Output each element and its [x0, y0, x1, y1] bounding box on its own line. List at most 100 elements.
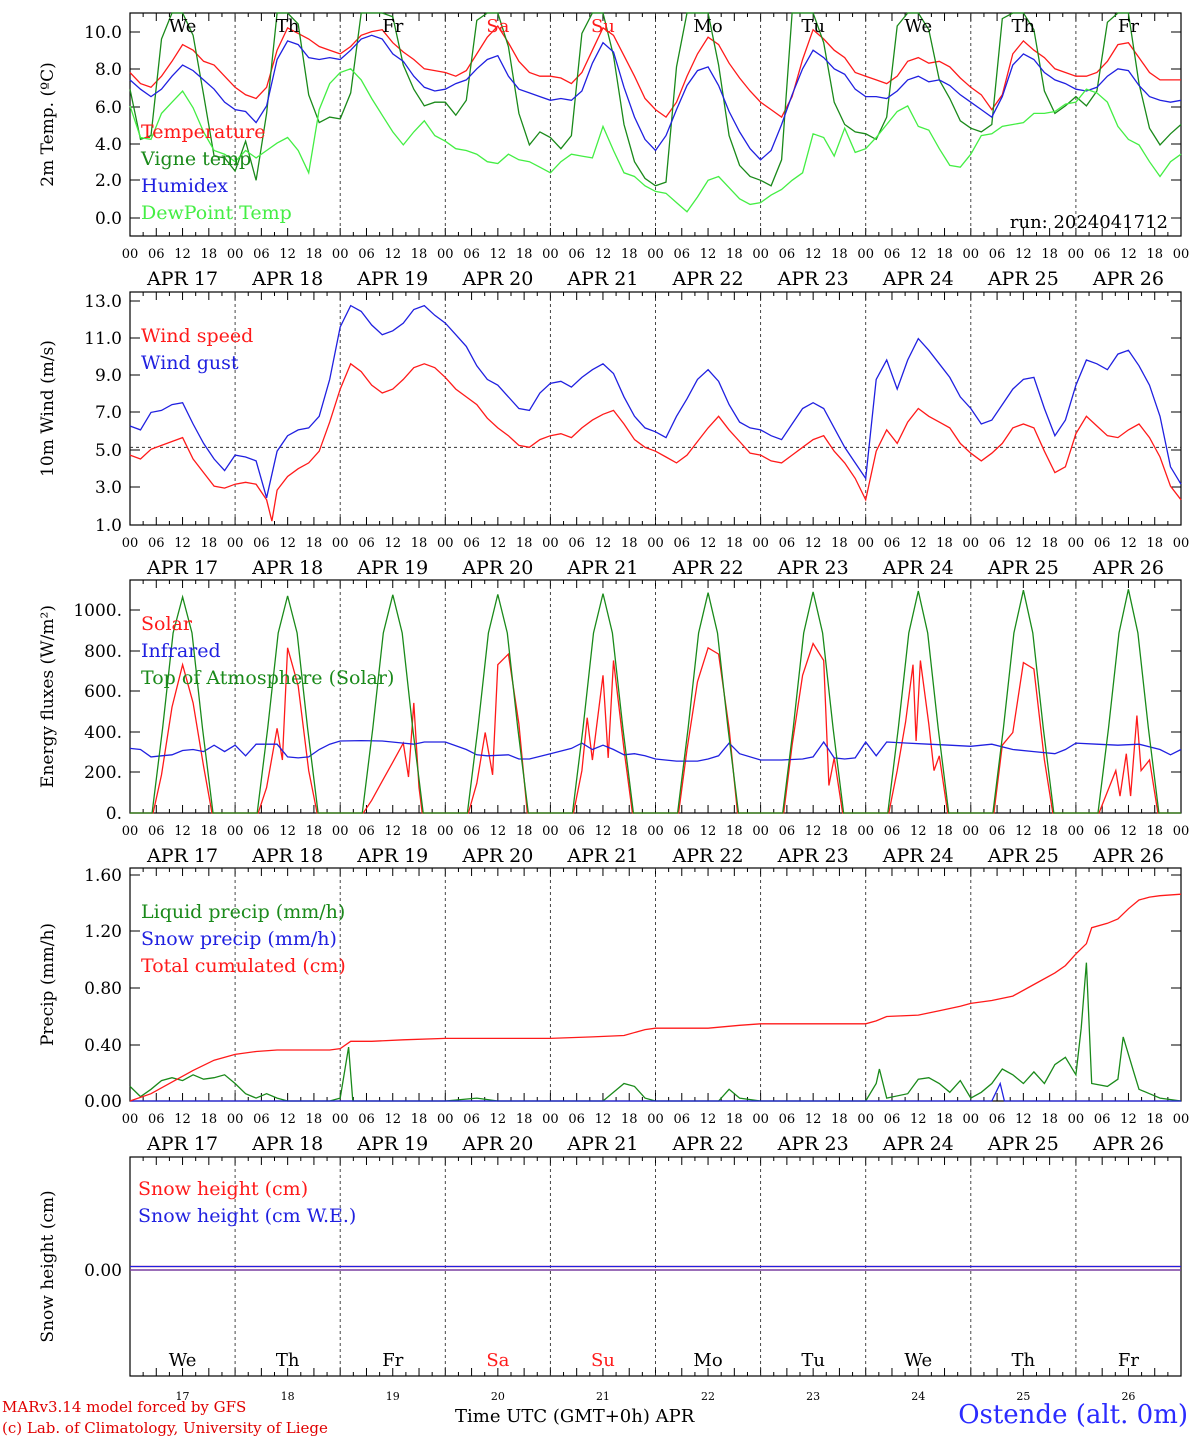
legend-entry: Wind speed — [141, 325, 253, 347]
date-label: APR 22 — [672, 268, 744, 290]
y-tick-label: 2.0 — [95, 171, 122, 191]
hour-tick-label: 18 — [831, 247, 848, 262]
hour-tick-label: 18 — [621, 247, 638, 262]
hour-tick-label: 06 — [674, 1112, 691, 1127]
hour-tick-label: 18 — [306, 536, 323, 551]
hour-tick-label: 18 — [411, 1112, 428, 1127]
hour-tick-label: 00 — [1068, 247, 1085, 262]
y-tick-label: 0.80 — [84, 979, 122, 999]
day-number-label: 22 — [701, 1390, 715, 1403]
legend-entry: Top of Atmosphere (Solar) — [141, 667, 394, 689]
y-axis-label: Snow height (cm) — [38, 1190, 58, 1342]
legend-entry: Infrared — [141, 640, 221, 662]
date-label: APR 19 — [356, 268, 428, 290]
hour-tick-label: 06 — [884, 247, 901, 262]
series-line-infrared — [129, 739, 1182, 762]
legend-entry: Temperature — [141, 121, 265, 143]
hour-tick-label: 18 — [516, 247, 533, 262]
hour-tick-label: 12 — [1120, 824, 1137, 839]
hour-tick-label: 12 — [1120, 1112, 1137, 1127]
y-tick-label: 0.00 — [84, 1092, 122, 1112]
hour-tick-label: 06 — [253, 536, 270, 551]
hour-tick-label: 12 — [279, 247, 296, 262]
y-tick-label: 5.0 — [95, 441, 122, 461]
hour-tick-label: 18 — [936, 824, 953, 839]
hour-tick-label: 12 — [174, 536, 191, 551]
station-name: Ostende (alt. 0m) — [958, 1400, 1188, 1430]
hour-tick-label: 06 — [463, 1112, 480, 1127]
series-line-temperature — [129, 24, 1181, 119]
lab-credit: (c) Lab. of Climatology, University of L… — [2, 1419, 328, 1437]
hour-tick-label: 00 — [1068, 1112, 1085, 1127]
hour-tick-label: 12 — [490, 1112, 507, 1127]
hour-tick-label: 06 — [1094, 536, 1111, 551]
y-tick-label: 1.60 — [84, 866, 122, 886]
day-number-label: 18 — [281, 1390, 295, 1403]
series-line-snow-precip-mm-h- — [130, 1081, 1181, 1102]
date-label: APR 24 — [882, 1133, 954, 1155]
hour-tick-label: 06 — [674, 247, 691, 262]
y-tick-label: 0.0 — [95, 209, 122, 229]
hour-tick-label: 00 — [542, 536, 559, 551]
hour-tick-label: 06 — [674, 824, 691, 839]
hour-tick-label: 00 — [437, 824, 454, 839]
hour-tick-label: 18 — [516, 1112, 533, 1127]
hour-tick-label: 00 — [963, 247, 980, 262]
hour-tick-label: 06 — [148, 1112, 165, 1127]
hour-tick-label: 18 — [201, 247, 218, 262]
weekday-label: We — [904, 1350, 932, 1371]
hour-tick-label: 18 — [1146, 536, 1163, 551]
hour-tick-label: 12 — [700, 824, 717, 839]
hour-tick-label: 18 — [201, 824, 218, 839]
y-axis-label: Energy fluxes (W/m²) — [38, 605, 58, 788]
date-label: APR 20 — [461, 557, 533, 579]
date-label: APR 20 — [461, 1133, 533, 1155]
series-line-top-of-atmosphere-solar- — [130, 589, 1181, 814]
day-number-label: 23 — [806, 1390, 820, 1403]
series-line-solar — [130, 641, 1181, 814]
hour-tick-label: 12 — [490, 536, 507, 551]
hour-tick-label: 00 — [647, 824, 664, 839]
hour-tick-label: 18 — [621, 536, 638, 551]
hour-tick-label: 06 — [358, 824, 375, 839]
hour-tick-label: 00 — [542, 247, 559, 262]
date-label: APR 26 — [1092, 557, 1164, 579]
hour-tick-label: 00 — [1068, 824, 1085, 839]
hour-tick-label: 06 — [884, 536, 901, 551]
date-label: APR 26 — [1092, 845, 1164, 867]
date-label: APR 25 — [987, 557, 1059, 579]
y-tick-label: 0. — [106, 804, 122, 824]
date-label: APR 22 — [672, 845, 744, 867]
day-number-label: 25 — [1016, 1390, 1030, 1403]
hour-tick-label: 06 — [779, 824, 796, 839]
hour-tick-label: 00 — [647, 1112, 664, 1127]
weekday-label: Th — [276, 16, 300, 37]
weekday-label: We — [169, 1350, 197, 1371]
hour-tick-label: 18 — [1146, 824, 1163, 839]
hour-tick-label: 06 — [884, 824, 901, 839]
date-label: APR 26 — [1092, 1133, 1164, 1155]
hour-tick-label: 00 — [963, 536, 980, 551]
hour-tick-label: 18 — [516, 824, 533, 839]
hour-tick-label: 06 — [463, 247, 480, 262]
date-label: APR 17 — [146, 845, 218, 867]
hour-tick-label: 00 — [332, 536, 349, 551]
date-label: APR 17 — [146, 1133, 218, 1155]
hour-tick-label: 12 — [490, 824, 507, 839]
y-tick-label: 11.0 — [84, 329, 122, 349]
date-label: APR 26 — [1092, 268, 1164, 290]
hour-tick-label: 00 — [963, 824, 980, 839]
date-label: APR 21 — [566, 1133, 638, 1155]
y-axis-label: 10m Wind (m/s) — [38, 340, 58, 477]
time-axis-label: Time UTC (GMT+0h) APR — [455, 1406, 694, 1427]
hour-tick-label: 00 — [1173, 824, 1190, 839]
hour-tick-label: 06 — [1094, 1112, 1111, 1127]
panel-4: 0.00 0.40 0.80 1.20 1.60 Precip (mm/h) Liquid … — [38, 866, 1189, 1155]
weekday-label: Tu — [801, 16, 825, 37]
date-label: APR 18 — [251, 557, 323, 579]
hour-tick-label: 18 — [936, 247, 953, 262]
weekday-label: Tu — [801, 1350, 825, 1371]
day-number-label: 26 — [1121, 1390, 1135, 1403]
y-tick-label: 7.0 — [95, 403, 122, 423]
